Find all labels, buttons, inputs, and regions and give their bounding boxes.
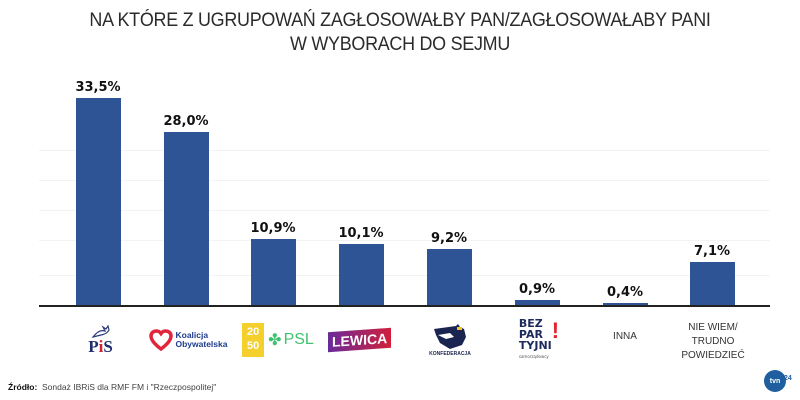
eagle-crown-icon (91, 325, 110, 338)
logo-konfederacja: KONFEDERACJA (425, 320, 475, 360)
tvn24-logo: tvn (764, 370, 786, 392)
bar-value-label: 0,4% (606, 285, 644, 300)
logo-lewica: LEWICA (328, 327, 392, 353)
chart-title-line2: W WYBORACH DO SEJMU (289, 33, 510, 55)
bar-value-label: 9,2% (430, 231, 468, 246)
gridline (39, 210, 770, 211)
logo-bezpartyjni: BEZ PAR TYJNI samorządowcy ! (518, 317, 560, 359)
heart-icon (148, 329, 173, 351)
tvn24-suffix: 24 (784, 375, 792, 382)
bar-bezpartyjni (515, 300, 560, 306)
bar-value-label: 0,9% (518, 282, 556, 297)
bar-pis (76, 98, 121, 306)
chart-title-line1: NA KTÓRE Z UGRUPOWAŃ ZAGŁOSOWAŁBY PAN/ZA… (89, 9, 711, 31)
x-axis-line (39, 305, 770, 307)
bar-konfederacja (427, 249, 472, 306)
bar-value-label: 33,5% (75, 80, 121, 95)
chart-title: NA KTÓRE Z UGRUPOWAŃ ZAGŁOSOWAŁBY PAN/ZA… (32, 8, 768, 56)
bar-2050-psl (251, 239, 296, 306)
gridline (39, 275, 770, 276)
logo-2050: 20 50 (242, 323, 265, 357)
bar-value-label: 10,1% (338, 226, 384, 241)
bar-inna (603, 303, 648, 306)
logo-pis-text: PiS (88, 337, 113, 356)
bar-value-label: 28,0% (163, 114, 209, 129)
logo-psl-text: PSL (283, 331, 314, 348)
bar-value-label: 7,1% (693, 244, 731, 259)
gridline (39, 240, 770, 241)
label-inna: INNA (613, 331, 637, 342)
logo-koalicja-obywatelska: Koalicja Obywatelska (148, 325, 228, 355)
eagle-icon (434, 324, 466, 349)
source-note: Źródło: Sondaż IBRiS dla RMF FM i "Rzecz… (8, 382, 217, 392)
exclamation-icon: ! (551, 318, 560, 343)
bar-value-label: 10,9% (250, 221, 296, 236)
gridline (39, 150, 770, 151)
bar-nie-wiem (690, 262, 735, 306)
label-nie-wiem: NIE WIEM/ TRUDNO POWIEDZIEĆ (681, 322, 745, 361)
gridline (39, 180, 770, 181)
bar-lewica (339, 244, 384, 306)
logo-pis: PiS (78, 320, 123, 360)
bar-ko (164, 132, 209, 306)
logo-2050-psl: 20 50 ✤ PSL (240, 322, 316, 358)
clover-icon: ✤ (268, 332, 282, 349)
